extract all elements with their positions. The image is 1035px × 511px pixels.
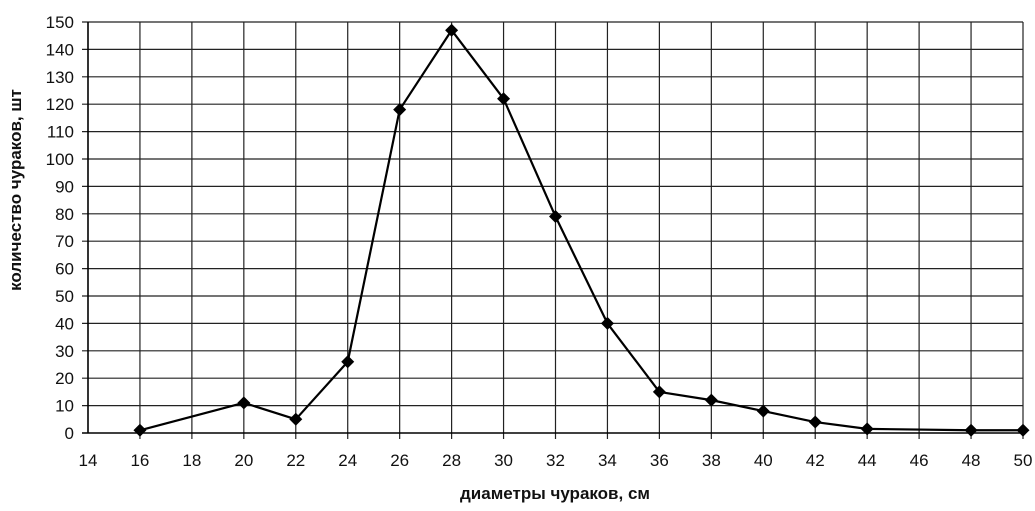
data-point-marker	[1016, 423, 1030, 437]
y-tick-label: 150	[46, 13, 74, 32]
y-tick-label: 0	[65, 424, 74, 443]
y-tick-label: 20	[55, 369, 74, 388]
x-tick-labels: 14 16 18 20 22 24 26 28 30 32 34 36 38 40 42 44 46 48 50	[79, 451, 1033, 470]
series-line	[139, 29, 1023, 432]
data-point-marker	[133, 423, 147, 437]
y-tick-label: 40	[55, 314, 74, 333]
x-tick-label: 48	[962, 451, 981, 470]
data-point-marker	[600, 316, 614, 330]
x-tick-label: 36	[650, 451, 669, 470]
x-tick-label: 50	[1014, 451, 1033, 470]
y-tick-label: 60	[55, 260, 74, 279]
x-tick-label: 42	[806, 451, 825, 470]
y-axis-label: количество чураков, шт	[6, 89, 25, 291]
grid	[82, 21, 1024, 439]
y-tick-label: 50	[55, 287, 74, 306]
data-point-marker	[237, 396, 251, 410]
y-tick-label: 80	[55, 205, 74, 224]
data-point-marker	[445, 23, 459, 37]
x-tick-label: 18	[182, 451, 201, 470]
y-tick-label: 130	[46, 68, 74, 87]
data-point-marker	[341, 355, 355, 369]
data-point-marker	[289, 412, 303, 426]
data-point-marker	[704, 393, 718, 407]
y-tick-label: 110	[47, 123, 74, 142]
data-point-marker	[549, 210, 562, 224]
y-tick-label: 70	[55, 232, 74, 251]
x-tick-label: 32	[546, 451, 565, 470]
y-tick-label: 140	[46, 40, 74, 59]
x-tick-label: 40	[754, 451, 773, 470]
x-tick-label: 28	[442, 451, 461, 470]
x-tick-label: 14	[79, 451, 98, 470]
x-tick-label: 38	[702, 451, 721, 470]
data-point-marker	[860, 422, 874, 436]
x-tick-label: 46	[910, 451, 929, 470]
x-axis-label: диаметры чураков, см	[460, 484, 650, 503]
data-point-marker	[652, 385, 666, 399]
x-tick-label: 44	[858, 451, 877, 470]
y-tick-label: 30	[55, 342, 74, 361]
y-tick-label: 120	[46, 95, 74, 114]
data-series	[133, 23, 1030, 437]
y-tick-label: 100	[46, 150, 74, 169]
y-tick-labels: 0 10 20 30 40 50 60 70 80 90 100 110 120 130 140 150	[46, 13, 74, 443]
data-point-marker	[393, 103, 407, 117]
data-point-marker	[808, 415, 822, 429]
data-point-marker	[497, 92, 511, 106]
data-point-marker	[964, 423, 978, 437]
x-tick-label: 16	[130, 451, 149, 470]
data-point-marker	[756, 404, 770, 418]
x-tick-label: 24	[338, 451, 357, 470]
x-tick-label: 22	[286, 451, 305, 470]
axes	[82, 22, 1023, 434]
x-tick-label: 20	[234, 451, 253, 470]
x-tick-label: 34	[598, 451, 617, 470]
y-tick-label: 10	[55, 397, 74, 416]
x-tick-label: 30	[494, 451, 513, 470]
x-tick-label: 26	[390, 451, 409, 470]
y-tick-label: 90	[55, 177, 74, 196]
